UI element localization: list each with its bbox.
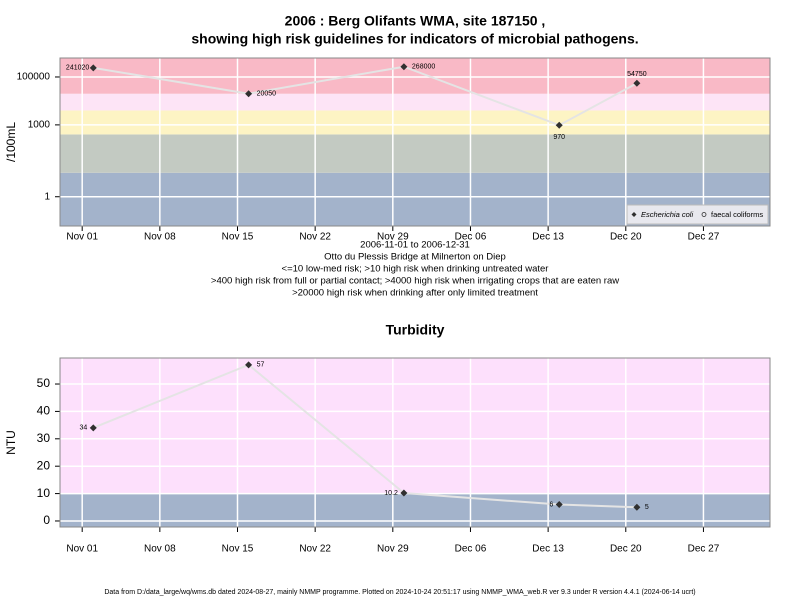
y-tick-label: 1: [44, 191, 50, 202]
y-tick-label: 10: [37, 486, 51, 500]
y-axis-label: NTU: [4, 430, 18, 455]
y-tick-label: 50: [37, 376, 51, 390]
value-label: 57: [257, 362, 265, 369]
x-tick-label: Dec 06: [455, 232, 487, 243]
data-point: [400, 63, 408, 71]
risk-band: [60, 110, 770, 135]
data-point: [633, 79, 641, 87]
plot-frame: [59, 357, 771, 528]
risk-band: [60, 358, 770, 494]
y-tick-label: 40: [37, 404, 51, 418]
value-label: 5: [645, 504, 649, 511]
x-tick-label: Dec 27: [688, 232, 720, 243]
y-tick-label: 0: [43, 513, 50, 527]
y-tick-label: 20: [37, 458, 51, 472]
x-tick-label: Nov 22: [299, 544, 331, 555]
risk-band: [60, 134, 770, 173]
data-point: [555, 501, 563, 509]
subtitle-note: >400 high risk from full or partial cont…: [211, 276, 619, 287]
value-label: 10.2: [384, 490, 398, 497]
data-point: [245, 361, 253, 369]
legend-label: Escherichia coli: [641, 210, 693, 219]
x-tick-label: Nov 22: [299, 232, 331, 243]
footer: Data from D:/data_large/wq/wms.db dated …: [104, 589, 695, 596]
x-tick-label: Dec 20: [610, 232, 642, 243]
x-tick-label: Dec 13: [532, 232, 564, 243]
y-tick-label: 100000: [17, 72, 51, 83]
y-tick-label: 30: [37, 431, 51, 445]
x-tick-label: Nov 15: [222, 544, 254, 555]
plot-frame: [59, 57, 771, 227]
x-tick-label: Nov 29: [377, 232, 409, 243]
x-tick-label: Dec 27: [688, 544, 720, 555]
data-point: [633, 503, 641, 511]
data-point: [245, 90, 253, 98]
subtitle-note: 2006-11-01 to 2006-12-31: [360, 240, 470, 251]
value-label: 970: [553, 134, 565, 141]
chart-title: Turbidity: [386, 322, 445, 338]
value-label: 268000: [412, 64, 435, 71]
subtitle-note: <=10 low-med risk; >10 high risk when dr…: [282, 264, 549, 275]
x-tick-label: Nov 01: [66, 544, 98, 555]
risk-band: [60, 93, 770, 111]
legend-symbol: [631, 212, 637, 217]
value-label: 54750: [627, 71, 647, 78]
y-axis-label: /100mL: [4, 122, 18, 162]
chart-title: showing high risk guidelines for indicat…: [191, 31, 638, 47]
subtitle-note: Otto du Plessis Bridge at Milnerton on D…: [324, 252, 506, 263]
data-point: [400, 489, 408, 497]
x-tick-label: Dec 20: [610, 544, 642, 555]
value-label: 6: [549, 501, 553, 508]
x-tick-label: Nov 08: [144, 232, 176, 243]
legend-symbol: [701, 212, 707, 217]
x-tick-label: Nov 08: [144, 544, 176, 555]
x-tick-label: Nov 15: [222, 232, 254, 243]
legend-label: faecal coliforms: [711, 210, 763, 219]
data-point: [89, 424, 97, 432]
subtitle-note: >20000 high risk when drinking after onl…: [292, 288, 538, 299]
chart-title: 2006 : Berg Olifants WMA, site 187150 ,: [285, 13, 546, 29]
y-tick-label: 1000: [28, 120, 51, 131]
risk-band: [60, 58, 770, 94]
value-label: 241020: [66, 65, 89, 72]
value-label: 34: [79, 425, 87, 432]
legend-box: [626, 204, 769, 225]
value-label: 20050: [257, 91, 277, 98]
x-tick-label: Dec 06: [455, 544, 487, 555]
x-tick-label: Nov 29: [377, 544, 409, 555]
data-point: [555, 121, 563, 129]
x-tick-label: Dec 13: [532, 544, 564, 555]
data-point: [89, 64, 97, 72]
risk-band: [60, 493, 770, 527]
x-tick-label: Nov 01: [66, 232, 98, 243]
